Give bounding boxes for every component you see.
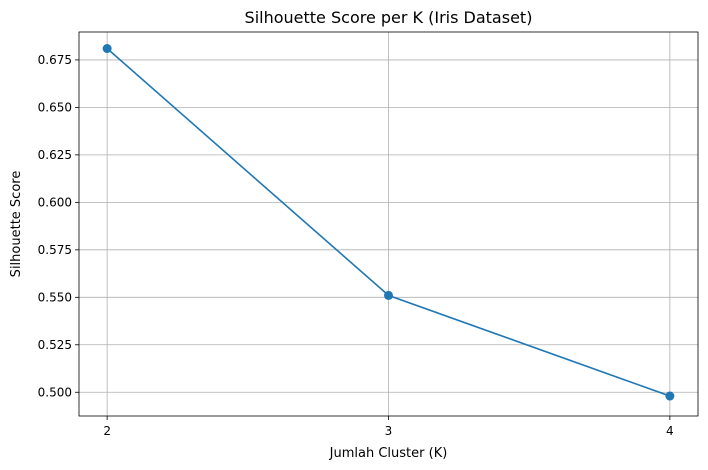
y-tick-label: 0.625	[38, 148, 72, 162]
y-tick-label: 0.600	[38, 195, 72, 209]
y-tick-label: 0.650	[38, 100, 72, 114]
x-tick-label: 3	[385, 424, 393, 438]
plot-area	[102, 44, 675, 401]
y-tick-label: 0.550	[38, 290, 72, 304]
data-point	[665, 391, 675, 401]
y-tick-label: 0.525	[38, 338, 72, 352]
axes-ticks: 2 3 4 0.500 0.525 0.550 0.575 0.600 0.625 0.650 0.…	[38, 53, 674, 438]
chart-title: Silhouette Score per K (Iris Dataset)	[245, 8, 533, 27]
y-tick-label: 0.575	[38, 243, 72, 257]
x-tick-label: 4	[666, 424, 674, 438]
y-axis-label: Silhouette Score	[9, 171, 24, 278]
data-point	[102, 44, 112, 54]
y-tick-label: 0.675	[38, 53, 72, 67]
x-axis-label: Jumlah Cluster (K)	[329, 446, 448, 461]
data-point	[384, 290, 393, 300]
grid	[79, 32, 698, 416]
y-tick-label: 0.500	[38, 385, 72, 399]
x-tick-label: 2	[103, 424, 111, 438]
